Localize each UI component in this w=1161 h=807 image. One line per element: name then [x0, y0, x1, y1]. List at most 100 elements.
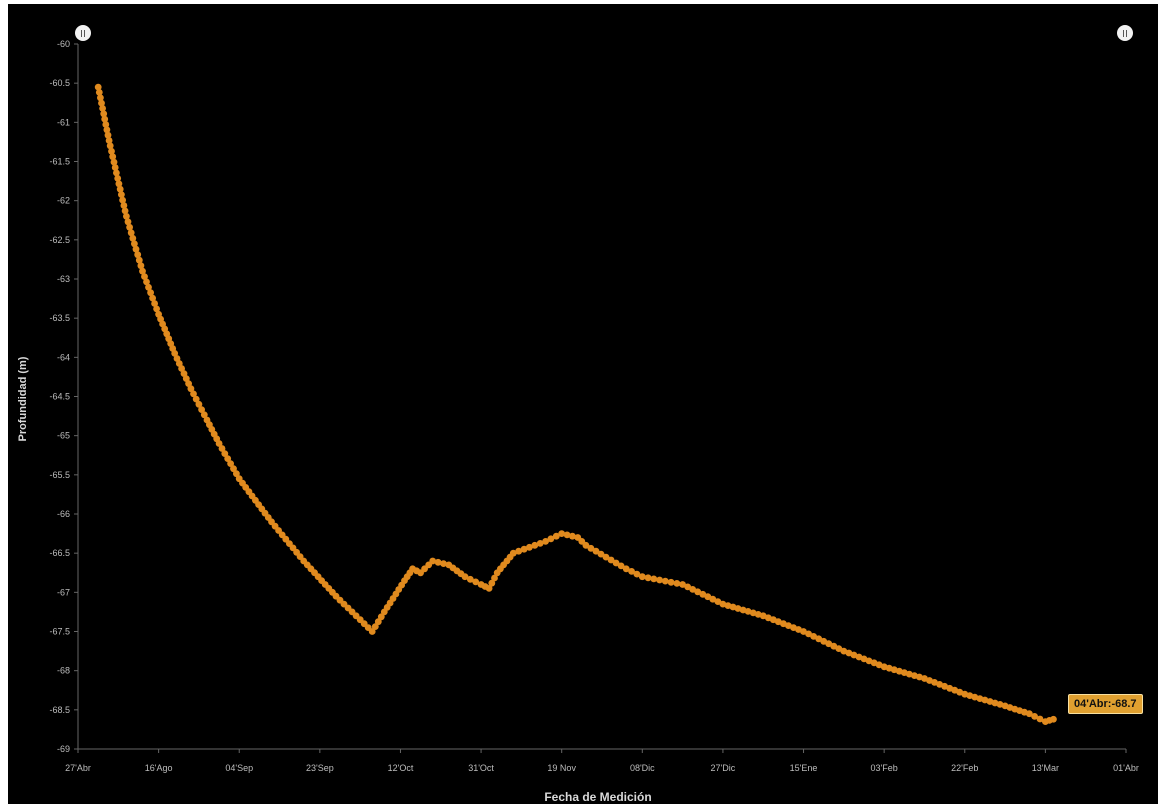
data-point[interactable] [127, 229, 135, 237]
data-point[interactable] [192, 395, 200, 403]
data-point[interactable] [661, 577, 669, 585]
data-point[interactable] [149, 294, 157, 302]
data-point[interactable] [200, 411, 208, 419]
data-point[interactable] [114, 175, 122, 182]
data-point[interactable] [98, 99, 105, 107]
data-point[interactable] [592, 547, 600, 555]
data-point[interactable] [810, 633, 817, 640]
data-point[interactable] [956, 688, 964, 696]
data-point[interactable] [536, 540, 544, 547]
data-point[interactable] [110, 158, 118, 166]
data-point[interactable] [434, 558, 442, 566]
data-point[interactable] [178, 365, 186, 372]
data-point[interactable] [547, 535, 555, 543]
data-point[interactable] [485, 585, 493, 592]
data-point[interactable] [215, 440, 223, 447]
data-point[interactable] [931, 679, 938, 686]
data-point[interactable] [865, 657, 873, 665]
data-point[interactable] [515, 547, 523, 555]
data-point[interactable] [124, 218, 132, 226]
data-point[interactable] [840, 647, 848, 655]
data-point[interactable] [552, 532, 560, 540]
data-point[interactable] [187, 385, 195, 393]
data-point[interactable] [139, 267, 146, 275]
data-point[interactable] [526, 543, 533, 551]
data-point[interactable] [1031, 713, 1038, 720]
data-point[interactable] [905, 670, 913, 678]
data-point[interactable] [227, 460, 235, 467]
data-point[interactable] [800, 628, 807, 635]
data-point[interactable] [106, 142, 114, 150]
data-point[interactable] [374, 618, 382, 626]
data-point[interactable] [563, 531, 571, 539]
data-point[interactable] [825, 640, 833, 648]
data-point[interactable] [230, 465, 237, 473]
data-point[interactable] [429, 557, 437, 565]
data-point[interactable] [520, 545, 528, 553]
data-point[interactable] [94, 83, 102, 91]
data-point[interactable] [104, 131, 112, 139]
data-point[interactable] [134, 251, 142, 259]
data-point[interactable] [118, 191, 125, 199]
data-point[interactable] [694, 588, 702, 596]
data-point[interactable] [145, 283, 152, 291]
data-point[interactable] [709, 595, 717, 603]
data-point[interactable] [171, 350, 179, 357]
data-point[interactable] [890, 666, 898, 674]
range-handle-right-icon[interactable] [1117, 25, 1133, 41]
data-point[interactable] [996, 701, 1004, 708]
data-point[interactable] [612, 559, 620, 567]
data-point[interactable] [103, 126, 111, 134]
data-point[interactable] [126, 223, 133, 231]
data-point[interactable] [121, 207, 129, 215]
data-point[interactable] [97, 94, 104, 102]
data-point[interactable] [744, 608, 752, 615]
data-point[interactable] [101, 115, 109, 123]
data-point[interactable] [99, 105, 106, 112]
data-point[interactable] [105, 137, 113, 144]
data-point[interactable] [198, 406, 206, 413]
data-point[interactable] [113, 169, 120, 177]
data-point[interactable] [941, 682, 948, 690]
data-point[interactable] [95, 89, 103, 96]
data-point[interactable] [131, 240, 138, 248]
data-point[interactable] [667, 578, 675, 586]
data-point[interactable] [650, 575, 658, 583]
data-point[interactable] [875, 661, 883, 669]
data-point[interactable] [116, 185, 124, 193]
data-point[interactable] [466, 575, 474, 583]
data-point[interactable] [644, 574, 652, 582]
data-point[interactable] [109, 153, 117, 161]
data-point[interactable] [638, 573, 646, 581]
data-point[interactable] [472, 578, 480, 586]
data-point[interactable] [679, 581, 686, 588]
data-point[interactable] [143, 278, 150, 286]
data-point[interactable] [461, 573, 469, 581]
data-point[interactable] [491, 574, 498, 582]
data-point[interactable] [371, 623, 379, 630]
data-point[interactable] [785, 622, 792, 629]
data-point[interactable] [488, 579, 496, 587]
data-point[interactable] [132, 245, 140, 253]
data-point[interactable] [137, 262, 145, 270]
data-point[interactable] [971, 693, 979, 701]
data-point[interactable] [141, 273, 148, 280]
data-point[interactable] [119, 196, 126, 204]
data-point[interactable] [151, 300, 159, 307]
data-point[interactable] [587, 544, 595, 552]
data-point[interactable] [185, 380, 193, 387]
data-point[interactable] [607, 556, 615, 564]
data-point[interactable] [120, 202, 128, 209]
data-point[interactable] [558, 530, 566, 537]
data-point[interactable] [102, 121, 110, 128]
data-point[interactable] [224, 455, 232, 462]
data-point[interactable] [916, 673, 923, 681]
data-point[interactable] [195, 400, 203, 408]
data-point[interactable] [981, 696, 989, 704]
data-point[interactable] [759, 612, 767, 620]
data-point[interactable] [111, 164, 119, 171]
data-point[interactable] [850, 651, 858, 659]
data-point[interactable] [542, 538, 549, 545]
data-point[interactable] [368, 628, 376, 635]
data-point[interactable] [622, 565, 630, 573]
